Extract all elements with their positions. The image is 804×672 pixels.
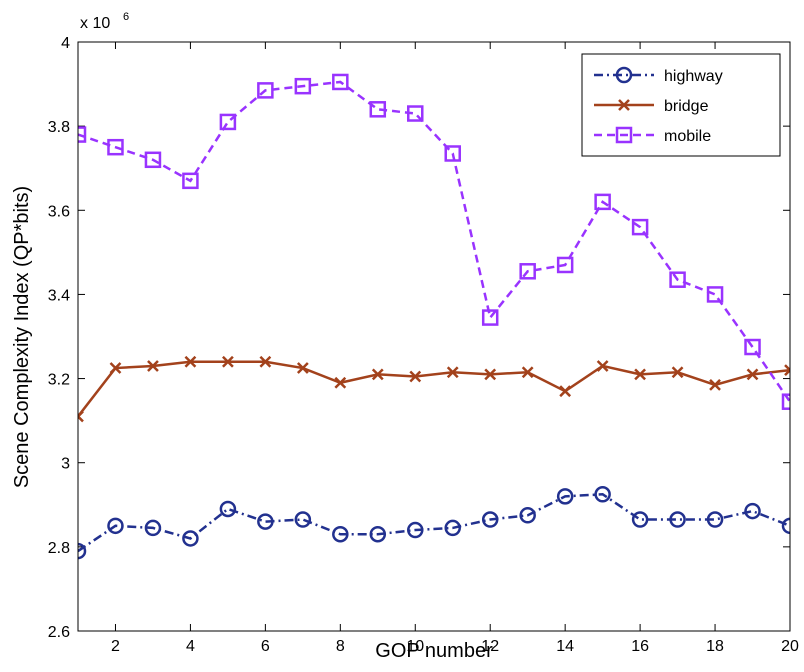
plot-area: [78, 73, 790, 560]
marker: [519, 507, 536, 524]
marker: [332, 525, 349, 543]
marker: [78, 126, 87, 143]
marker: [182, 530, 199, 547]
marker: [618, 99, 630, 111]
marker: [332, 73, 349, 91]
marker: [78, 542, 87, 560]
marker: [407, 521, 424, 539]
marker: [481, 309, 499, 326]
x-tick-label: 10: [406, 638, 424, 655]
x-tick-label: 2: [111, 638, 120, 655]
y-multiplier-base: x 10: [80, 15, 110, 32]
y-tick-label: 3: [61, 456, 70, 473]
marker: [521, 366, 534, 379]
marker: [78, 410, 84, 423]
marker: [634, 368, 646, 381]
marker: [615, 126, 633, 144]
marker: [296, 362, 309, 374]
legend-label: highway: [664, 68, 723, 85]
marker: [559, 385, 572, 398]
y-tick-label: 3.4: [48, 287, 70, 304]
marker: [294, 77, 312, 95]
marker: [257, 82, 274, 99]
marker: [781, 517, 790, 535]
marker: [556, 256, 574, 274]
series-line: [78, 80, 790, 403]
marker: [744, 338, 761, 356]
marker: [596, 360, 609, 372]
marker: [709, 378, 721, 391]
y-tick-label: 2.8: [48, 540, 70, 557]
marker: [519, 263, 536, 280]
marker: [182, 172, 199, 190]
y-axis-label: Scene Complexity Index (QP*bits): [11, 186, 33, 488]
marker: [147, 360, 159, 372]
marker: [556, 488, 574, 505]
marker: [219, 500, 237, 518]
x-tick-label: 18: [706, 638, 724, 655]
marker: [669, 271, 686, 288]
y-tick-label: 3.2: [48, 372, 70, 389]
marker: [706, 511, 724, 528]
x-tick-label: 8: [336, 638, 345, 655]
marker: [746, 368, 759, 381]
axes-box: [77, 41, 791, 632]
x-tick-label: 20: [781, 638, 799, 655]
marker: [669, 511, 686, 528]
legend-label: bridge: [664, 98, 709, 115]
legend-label: mobile: [664, 128, 711, 145]
y-tick-label: 3.6: [48, 203, 70, 220]
marker: [594, 486, 611, 503]
marker: [631, 218, 649, 236]
x-tick-label: 16: [631, 638, 649, 655]
marker: [109, 362, 122, 374]
marker: [481, 511, 499, 528]
marker: [259, 355, 272, 368]
marker: [184, 355, 197, 368]
marker: [219, 113, 237, 131]
marker: [615, 66, 633, 84]
x-tick-label: 6: [261, 638, 270, 655]
y-tick-label: 2.6: [48, 624, 70, 641]
marker: [706, 286, 724, 303]
x-tick-label: 4: [186, 638, 195, 655]
marker: [144, 151, 162, 169]
marker: [371, 368, 384, 381]
marker: [144, 519, 162, 537]
marker: [407, 105, 424, 122]
marker: [444, 145, 461, 162]
marker: [222, 355, 234, 368]
marker: [781, 393, 790, 410]
marker: [409, 370, 422, 383]
marker: [369, 101, 387, 118]
marker: [257, 513, 274, 530]
y-multiplier-exponent: 6: [123, 11, 129, 23]
marker: [369, 525, 387, 543]
x-tick-label: 14: [556, 638, 574, 655]
legend: highway bridge mobile: [581, 53, 781, 157]
x-tick-label: 12: [481, 638, 499, 655]
y-tick-label: 4: [61, 35, 70, 52]
marker: [784, 364, 790, 377]
marker: [294, 511, 312, 528]
marker: [594, 193, 611, 211]
marker: [484, 368, 497, 381]
y-tick-label: 3.8: [48, 119, 70, 136]
marker: [107, 517, 124, 535]
marker: [671, 366, 684, 379]
marker: [446, 366, 459, 379]
marker: [744, 502, 761, 520]
marker: [444, 519, 461, 537]
series-line: [78, 360, 790, 418]
marker: [631, 511, 649, 528]
marker: [334, 376, 347, 389]
x-axis-label: GOP number: [375, 640, 493, 662]
marker: [107, 138, 124, 156]
